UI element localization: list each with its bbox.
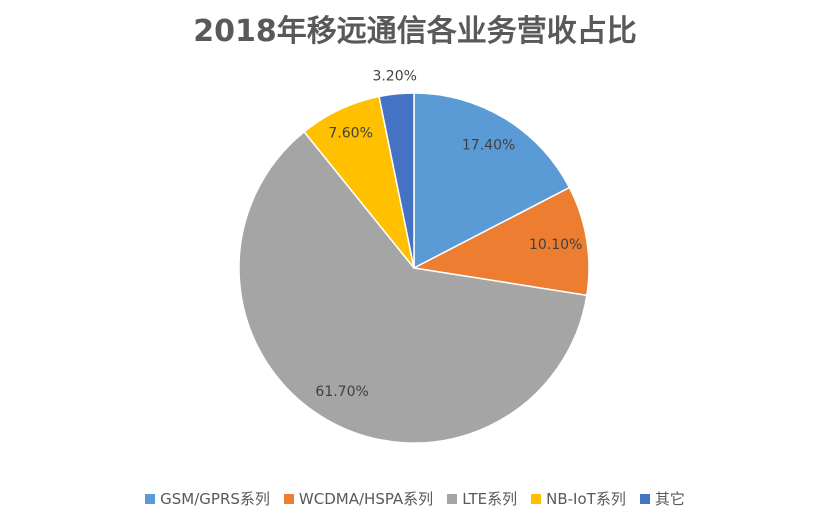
legend-swatch — [283, 493, 294, 504]
legend-item: 其它 — [639, 488, 685, 509]
data-label: 10.10% — [529, 237, 582, 253]
legend-label: 其它 — [654, 490, 685, 508]
legend-label: WCDMA/HSPA系列 — [298, 490, 434, 508]
chart-title: 2018年移远通信各业务营收占比 — [193, 14, 637, 49]
legend: GSM/GPRS系列 WCDMA/HSPA系列 LTE系列 NB-IoT系列 其它 — [0, 488, 830, 509]
legend-swatch — [531, 493, 542, 504]
pie-slice — [378, 92, 415, 269]
legend-item: WCDMA/HSPA系列 — [283, 488, 434, 509]
legend-swatch — [447, 493, 458, 504]
legend-label: LTE系列 — [462, 490, 518, 508]
pie-slice — [413, 92, 571, 270]
legend-item: NB-IoT系列 — [531, 488, 626, 509]
data-label: 3.20% — [372, 68, 416, 84]
data-label: 7.60% — [328, 125, 372, 141]
legend-label: GSM/GPRS系列 — [160, 490, 270, 508]
legend-item: LTE系列 — [447, 488, 517, 509]
legend-label: NB-IoT系列 — [546, 490, 626, 508]
legend-swatch — [145, 493, 156, 504]
data-label: 17.40% — [462, 137, 515, 153]
legend-swatch — [639, 493, 650, 504]
legend-item: GSM/GPRS系列 — [145, 488, 270, 509]
data-label: 61.70% — [315, 384, 368, 400]
pie-slice — [238, 130, 588, 444]
pie-slice — [411, 186, 590, 297]
